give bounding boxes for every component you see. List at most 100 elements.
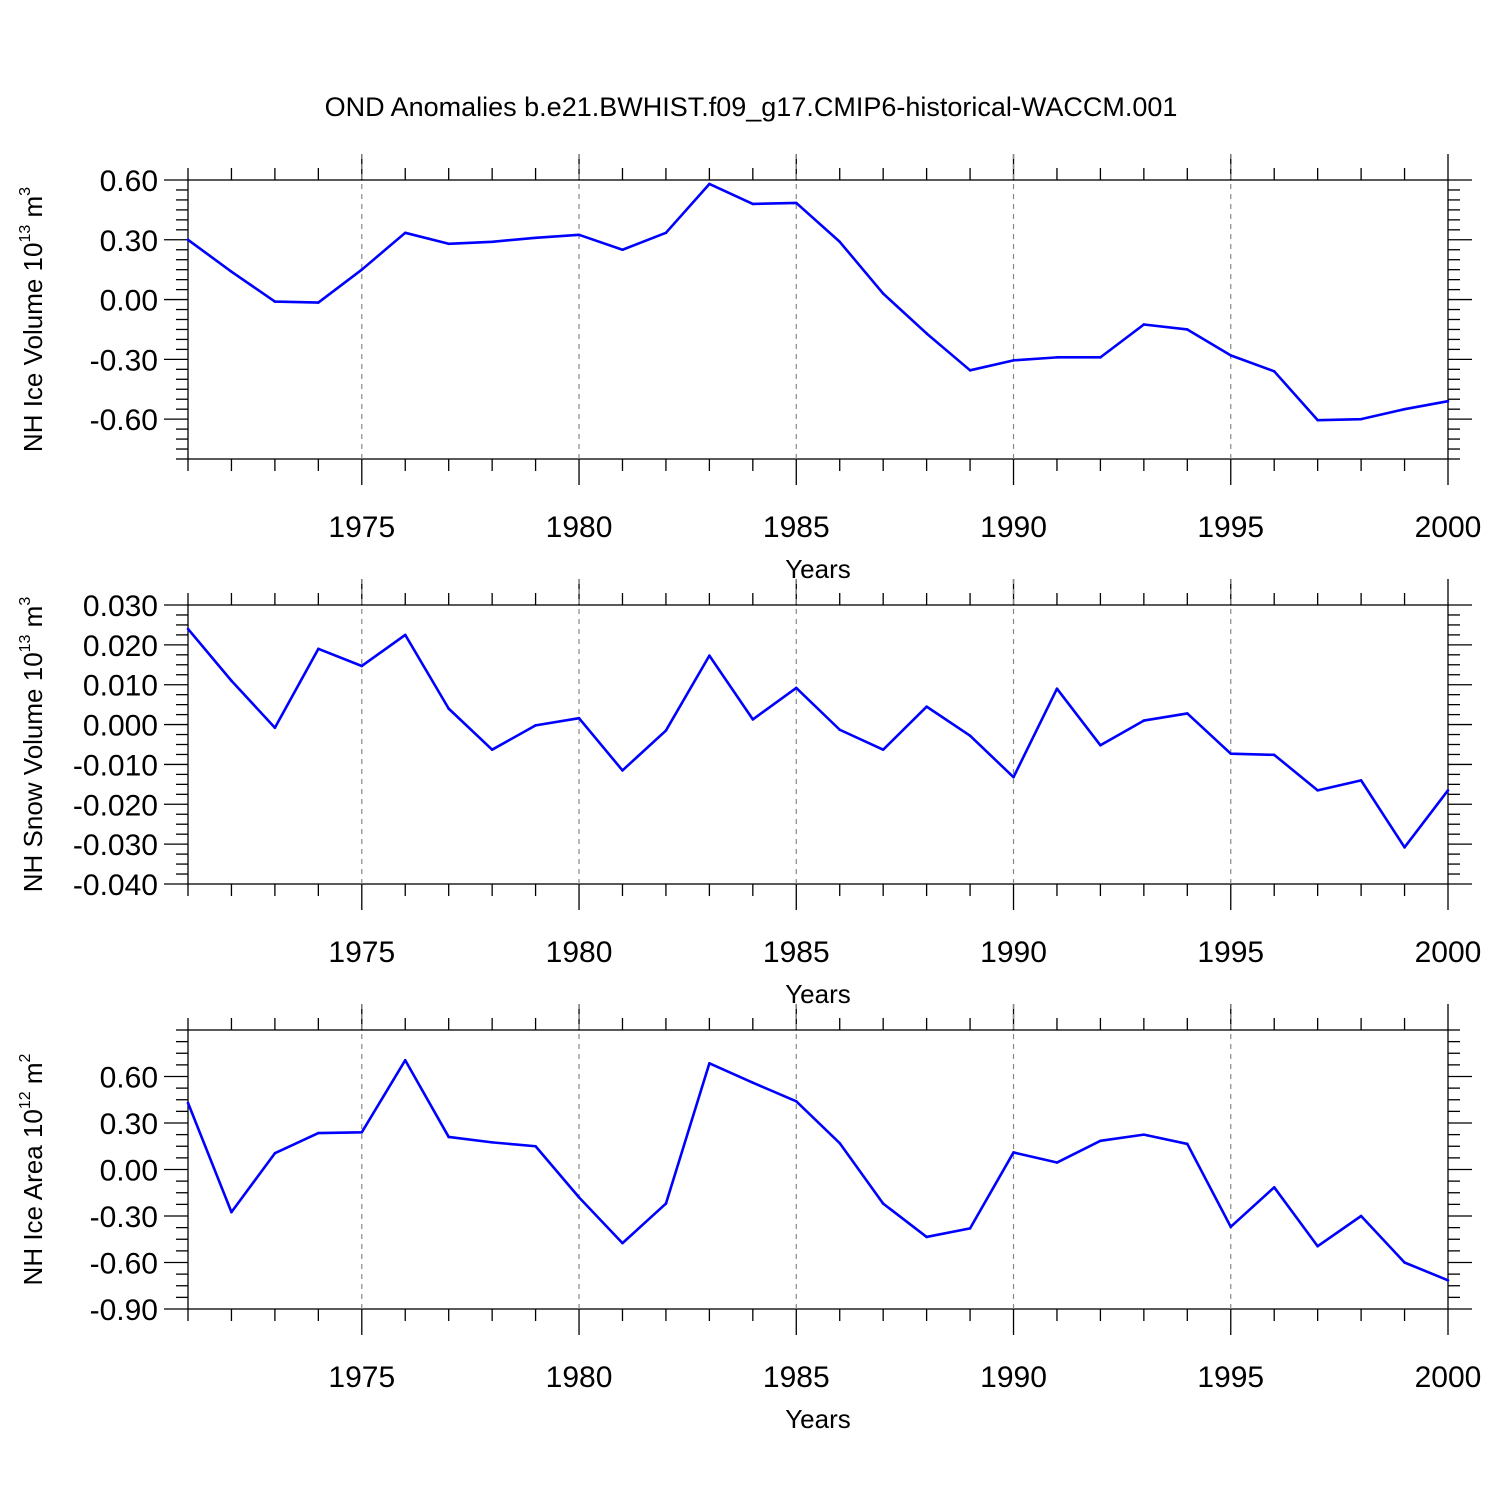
axes [164,1004,1472,1335]
y-tick-label-4: -0.010 [73,749,158,782]
x-tick-label-1980: 1980 [546,936,613,969]
data-point-2000 [1446,1279,1450,1282]
data-point-1993 [1142,1133,1146,1136]
x-tick-label-1980: 1980 [546,1361,613,1394]
data-point-1971 [186,238,190,242]
data-point-1976 [403,1058,407,1062]
data-point-1971 [186,1101,190,1105]
panel-3: 0.60 0.30 0.00 -0.30 -0.60 -0.90 1975 1980 1985 1… [17,1004,1481,1434]
y-axis-label-part-2: m [18,606,48,635]
data-point-1973 [273,1151,277,1155]
data-point-1999 [1403,846,1406,849]
y-tick-label-0: 0.60 [100,1062,158,1095]
y-axis-label: NH Ice Volume 1013 m3 [17,187,48,452]
y-tick-label-0: 0.030 [83,590,158,623]
y-tick-label-1: 0.30 [100,225,158,258]
series-line-1 [187,628,1450,849]
data-point-1992 [1099,743,1102,747]
y-tick-label-3: -0.30 [90,1201,158,1234]
y-axis-label: NH Snow Volume 1013 m3 [17,597,48,893]
data-point-1989 [968,1227,972,1230]
data-point-1993 [1142,323,1146,326]
data-point-1994 [1186,712,1189,715]
data-point-1982 [664,1202,668,1205]
data-point-1977 [447,707,450,710]
data-point-1978 [490,240,494,244]
y-tick-label-3: 0.000 [83,710,158,743]
data-point-1972 [230,1210,233,1214]
series-line-1 [186,1058,1449,1282]
y-tick-label-5: -0.90 [90,1294,158,1327]
data-point-1995 [1229,354,1233,357]
data-point-1996 [1272,753,1276,757]
data-point-1998 [1359,417,1363,421]
x-tick-label-1990: 1990 [980,511,1047,544]
x-tick-label-1990: 1990 [980,936,1047,969]
data-point-1973 [273,300,277,303]
plot-frame [187,1029,1449,1310]
y-axis-label-part-0: NH Snow Volume 10 [18,652,48,892]
x-tick-label-1990: 1990 [980,1361,1047,1394]
y-axis-label-part-0: NH Ice Volume 10 [18,243,48,453]
y-tick-label-1: 0.020 [83,630,158,663]
data-point-1978 [490,1141,494,1144]
x-tick-label-1985: 1985 [763,511,830,544]
data-point-1977 [447,242,450,246]
y-tick-label-2: 0.010 [83,670,158,703]
x-tick-label-1985: 1985 [763,936,830,969]
x-tick-label-2000: 2000 [1415,936,1482,969]
y-axis-label-part-2: m [18,196,48,225]
y-axis-label-part-0: NH Ice Area 10 [18,1109,48,1285]
data-point-1991 [1055,1161,1059,1164]
panel-1: 0.60 0.30 0.00 -0.30 -0.60 1975 1980 1985 1990 19… [17,154,1481,584]
x-tick-label-1995: 1995 [1197,936,1264,969]
data-point-1983 [708,654,711,657]
data-point-1990 [1012,359,1015,362]
y-axis-label-part-2: m [18,1062,48,1091]
data-point-1979 [534,236,537,240]
x-tick-label-1985: 1985 [763,1361,830,1394]
y-axis-label-part-1: 12 [17,1091,34,1109]
y-axis-label-part-3: 3 [17,597,34,606]
y-tick-label-5: -0.020 [73,789,158,822]
data-point-1985 [794,1100,798,1103]
data-point-1973 [273,726,277,730]
data-point-1976 [403,231,407,235]
panel-2: 0.030 0.020 0.010 0.000 -0.010 -0.020 -0.030 -0… [17,579,1481,1009]
data-point-1985 [794,686,798,690]
data-point-1996 [1272,1186,1276,1189]
data-point-1997 [1316,1244,1319,1248]
data-point-1975 [360,664,364,668]
x-tick-label-1995: 1995 [1197,511,1264,544]
y-tick-label-4: -0.60 [90,404,158,437]
y-tick-label-0: 0.60 [100,165,158,198]
data-point-1984 [751,718,755,721]
data-point-2000 [1446,399,1450,403]
data-point-1981 [621,248,624,252]
x-tick-label-1975: 1975 [328,511,395,544]
x-tick-label-1975: 1975 [328,936,395,969]
data-point-1980 [577,233,581,237]
data-point-1982 [664,729,668,732]
data-point-1977 [447,1135,450,1139]
y-tick-label-2: 0.00 [100,1155,158,1188]
data-point-1997 [1316,789,1319,792]
data-point-1993 [1142,719,1146,722]
data-point-2000 [1446,789,1450,792]
data-point-1998 [1359,779,1363,782]
data-point-1972 [230,270,233,273]
data-point-1974 [317,647,320,651]
x-axis-label: Years [785,979,851,1009]
data-point-1972 [230,679,233,683]
data-point-1975 [360,268,364,271]
data-point-1990 [1012,775,1015,779]
y-tick-label-4: -0.60 [90,1248,158,1281]
data-point-1971 [186,627,190,631]
data-point-1983 [708,1062,711,1065]
data-point-1989 [968,369,972,372]
data-point-1987 [881,1202,885,1205]
data-point-1991 [1055,687,1059,690]
x-tick-label-1980: 1980 [546,511,613,544]
data-point-1974 [317,301,320,304]
x-tick-label-2000: 2000 [1415,1361,1482,1394]
